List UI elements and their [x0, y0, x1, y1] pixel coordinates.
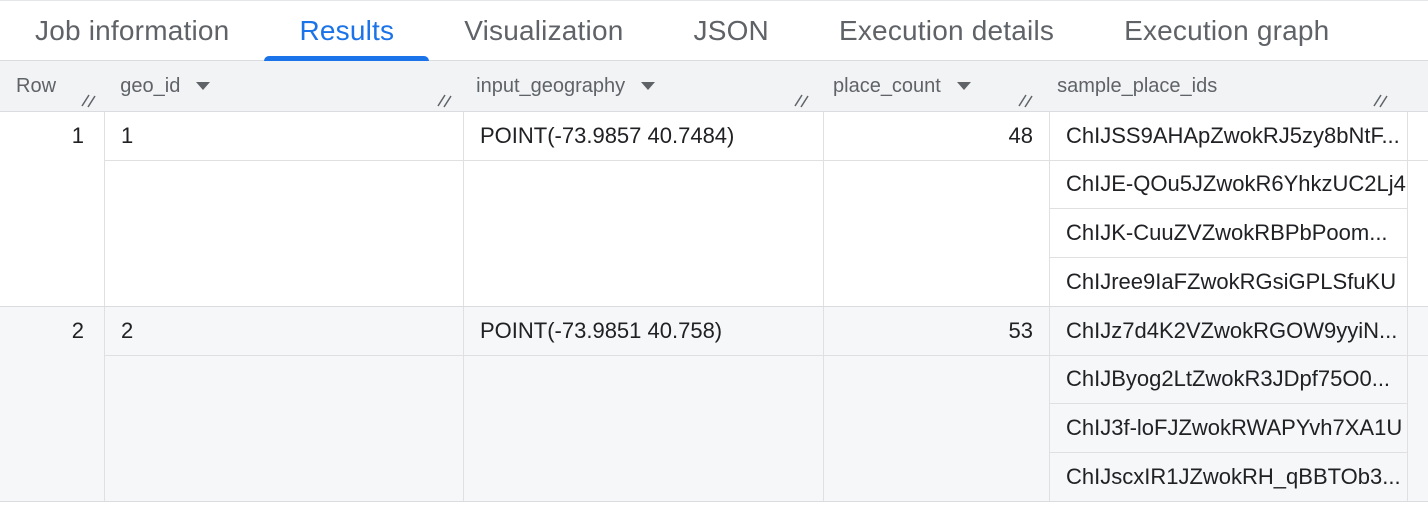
row-number-column: 2 [0, 307, 105, 501]
column-header-geo-id[interactable]: geo_id [104, 61, 460, 111]
geo-id-column: 1 [105, 112, 464, 306]
place-count-cell: 48 [824, 112, 1049, 161]
column-menu-dropdown-icon[interactable] [641, 82, 656, 90]
column-resize-handle-icon[interactable] [792, 91, 810, 109]
sample-place-id-item: ChIJByog2LtZwokR3JDpf75O0... [1050, 356, 1407, 404]
column-label: place_count [833, 74, 941, 97]
geo-id-column: 2 [105, 307, 464, 501]
column-menu-dropdown-icon[interactable] [956, 82, 971, 90]
sample-place-ids-column: ChIJz7d4K2VZwokRGOW9yyiN... ChIJByog2LtZ… [1050, 307, 1408, 501]
place-count-cell: 53 [824, 307, 1049, 356]
column-header-row: Row [0, 61, 104, 111]
tab-label: Execution details [838, 14, 1055, 46]
place-count-column: 53 [824, 307, 1050, 501]
sample-place-id-item: ChIJz7d4K2VZwokRGOW9yyiN... [1050, 307, 1407, 356]
tab-label: Job information [35, 14, 230, 46]
column-label: sample_place_ids [1057, 74, 1218, 97]
overflow-cell [1408, 112, 1428, 161]
sample-place-id-item: ChIJK-CuuZVZwokRBPbPoom... [1050, 209, 1407, 258]
sample-place-id-item: ChIJSS9AHApZwokRJ5zy8bNtF... [1050, 112, 1407, 161]
overflow-cell [1408, 307, 1428, 356]
tab-visualization[interactable]: Visualization [429, 1, 658, 60]
sample-place-id-item: ChIJE-QOu5JZwokR6YhkzUC2Lj4 [1050, 161, 1407, 209]
tab-label: Visualization [464, 14, 624, 46]
column-label: geo_id [120, 74, 181, 97]
row-number-cell: 1 [71, 123, 84, 149]
place-count-column: 48 [824, 112, 1050, 306]
row-number-column: 1 [0, 112, 105, 306]
sample-place-id-item: ChIJ3f-loFJZwokRWAPYvh7XA1U [1050, 404, 1407, 453]
geo-id-cell: 1 [105, 112, 463, 161]
column-header-input-geography[interactable]: input_geography [460, 61, 817, 111]
table-body: 1 1 POINT(-73.9857 40.7484) 48 ChIJSS9AH… [0, 112, 1428, 502]
tab-label: Execution graph [1124, 14, 1330, 46]
column-header-overflow [1396, 61, 1428, 111]
column-menu-dropdown-icon[interactable] [196, 82, 211, 90]
table-row-group-1: 1 1 POINT(-73.9857 40.7484) 48 ChIJSS9AH… [0, 112, 1428, 306]
results-table: Row geo_id input_geography [0, 61, 1428, 502]
tab-execution-graph[interactable]: Execution graph [1089, 1, 1364, 60]
sample-place-ids-column: ChIJSS9AHApZwokRJ5zy8bNtF... ChIJE-QOu5J… [1050, 112, 1408, 306]
column-label: Row [16, 74, 57, 97]
tab-results[interactable]: Results [264, 1, 429, 61]
column-resize-handle-icon[interactable] [79, 91, 97, 109]
input-geography-cell: POINT(-73.9851 40.758) [464, 307, 823, 356]
sample-place-id-item: ChIJscxIR1JZwokRH_qBBTOb3... [1066, 463, 1401, 489]
tab-label: JSON [693, 14, 769, 46]
column-header-place-count[interactable]: place_count [817, 61, 1041, 111]
column-resize-handle-icon[interactable] [435, 91, 453, 109]
tab-label: Results [299, 14, 395, 46]
overflow-column [1408, 112, 1428, 306]
column-resize-handle-icon[interactable] [1371, 91, 1389, 109]
column-resize-handle-icon[interactable] [1016, 91, 1034, 109]
tab-job-information[interactable]: Job information [0, 1, 264, 60]
sample-place-id-item: ChIJree9IaFZwokRGsiGPLSfuKU [1066, 268, 1397, 294]
tab-bar: Job information Results Visualization JS… [0, 1, 1428, 61]
column-header-sample-place-ids[interactable]: sample_place_ids [1041, 61, 1396, 111]
row-number-cell: 2 [71, 318, 84, 344]
overflow-column [1408, 307, 1428, 501]
tab-execution-details[interactable]: Execution details [804, 1, 1089, 60]
input-geography-column: POINT(-73.9851 40.758) [464, 307, 824, 501]
table-header-row: Row geo_id input_geography [0, 61, 1428, 112]
table-row-group-2: 2 2 POINT(-73.9851 40.758) 53 ChIJz7d4K2… [0, 306, 1428, 501]
column-label: input_geography [476, 74, 626, 97]
geo-id-cell: 2 [105, 307, 463, 356]
input-geography-cell: POINT(-73.9857 40.7484) [464, 112, 823, 161]
input-geography-column: POINT(-73.9857 40.7484) [464, 112, 824, 306]
tab-json[interactable]: JSON [659, 1, 804, 60]
